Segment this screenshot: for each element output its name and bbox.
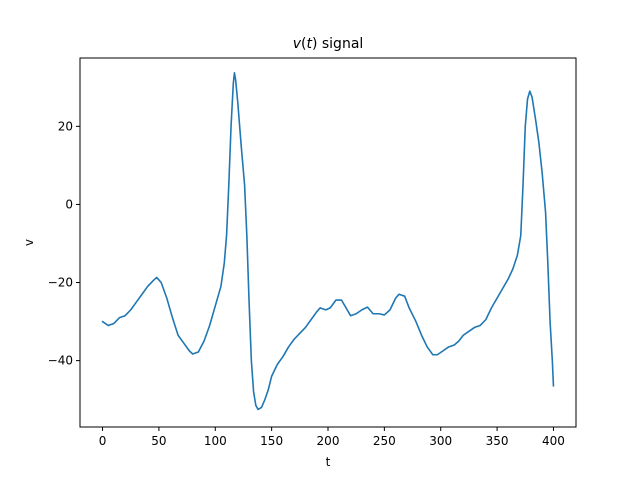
x-tick-label: 250 bbox=[373, 434, 396, 448]
x-tick-label: 100 bbox=[204, 434, 227, 448]
y-axis-label: v bbox=[22, 239, 36, 246]
x-axis: 0 50 100 150 200 250 300 350 400 bbox=[99, 427, 565, 448]
title-var: v bbox=[293, 36, 302, 52]
y-tick-label: 0 bbox=[65, 197, 73, 211]
x-tick-label: 0 bbox=[99, 434, 107, 448]
x-tick-label: 50 bbox=[151, 434, 166, 448]
x-tick-label: 300 bbox=[429, 434, 452, 448]
y-tick-label: 20 bbox=[58, 119, 73, 133]
plot-area bbox=[80, 58, 576, 427]
y-tick-label: −20 bbox=[48, 276, 73, 290]
y-tick-label: −40 bbox=[48, 354, 73, 368]
title-arg: t bbox=[306, 36, 312, 52]
x-tick-label: 200 bbox=[317, 434, 340, 448]
x-axis-label: t bbox=[326, 455, 331, 469]
x-tick-label: 150 bbox=[260, 434, 283, 448]
x-tick-label: 350 bbox=[486, 434, 509, 448]
x-tick-label: 400 bbox=[542, 434, 565, 448]
series-line-0 bbox=[101, 72, 555, 411]
chart-title: v(t) signal bbox=[293, 36, 364, 52]
title-rest: signal bbox=[317, 36, 363, 52]
lines-layer bbox=[101, 72, 555, 411]
y-axis: −40 −20 0 20 bbox=[48, 119, 80, 368]
